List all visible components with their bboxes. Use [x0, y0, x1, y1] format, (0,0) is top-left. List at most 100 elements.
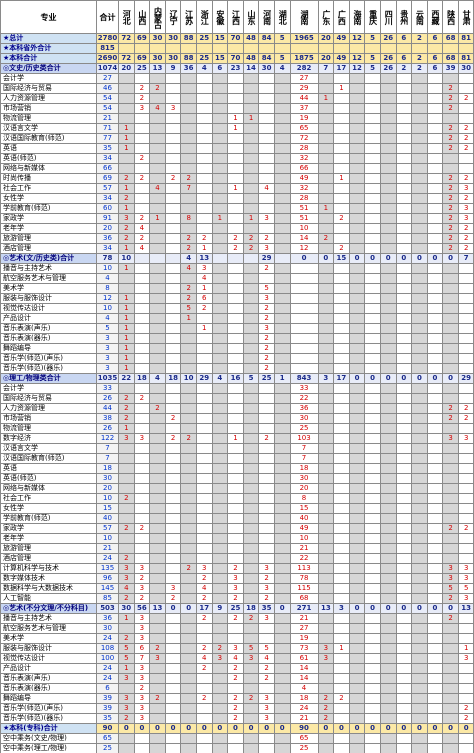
province-cell: 6	[211, 63, 229, 74]
province-cell: 3	[242, 653, 260, 664]
province-cell	[195, 193, 213, 204]
table-row: 女性学 34 2 28 2 2	[0, 193, 474, 204]
province-cell: 14	[242, 63, 260, 74]
table-row: 音乐学(师范)(器乐) 35 2 3 2 3 21 2 2	[0, 713, 474, 724]
province-cell	[411, 553, 428, 564]
total-cell: 26	[96, 393, 119, 404]
table-row: ◎艺术(文/历史类)合计 78 10 4 13 29 0 0 15 0 0 0 0 0 0 0 7	[0, 253, 474, 264]
province-cell	[149, 123, 166, 134]
province-cell	[426, 733, 444, 744]
province-cell: 2	[227, 243, 244, 254]
province-cell	[258, 113, 275, 124]
total-cell: 34	[96, 243, 119, 254]
province-cell: 12	[348, 33, 366, 44]
province-cell	[242, 253, 260, 264]
province-cell	[411, 493, 428, 504]
province-cell	[211, 143, 229, 154]
province-cell: 8	[180, 213, 197, 224]
province-cell: 1	[118, 323, 135, 334]
province-cell	[395, 643, 413, 654]
province-cell	[211, 73, 229, 84]
table-row: 酒店管理 24 2 22	[0, 553, 474, 564]
province-cell: 9	[211, 603, 229, 614]
province-cell	[289, 353, 319, 364]
total-cell: 78	[96, 253, 119, 264]
province-cell	[242, 433, 260, 444]
province-cell: 70	[227, 53, 244, 64]
province-cell	[227, 133, 244, 144]
province-cell: 0	[395, 253, 413, 264]
total-cell: 24	[96, 553, 119, 564]
province-cell	[149, 593, 166, 604]
province-cell	[180, 143, 197, 154]
province-cell	[211, 363, 229, 374]
province-cell	[149, 73, 166, 84]
table-row: ◎艺术(不分文理/不分科目) 503 30 56 13 0 0 17 9 25 18 35 0 271 13…	[0, 603, 474, 614]
province-cell	[242, 183, 260, 194]
province-cell	[180, 443, 197, 454]
province-cell	[227, 353, 244, 364]
province-cell: 2	[118, 593, 135, 604]
province-cell	[333, 383, 350, 394]
province-cell	[426, 703, 444, 714]
major-name: 音乐表演(器乐)	[0, 683, 97, 694]
province-cell	[242, 443, 260, 454]
province-cell	[273, 413, 291, 424]
province-cell	[164, 393, 182, 404]
province-cell	[348, 563, 366, 574]
province-cell	[411, 733, 428, 744]
province-cell	[258, 503, 275, 514]
province-cell: 4	[195, 583, 213, 594]
province-cell	[242, 283, 260, 294]
province-cell	[411, 163, 428, 174]
province-cell	[348, 473, 366, 484]
total-cell: 46	[96, 83, 119, 94]
province-cell	[379, 583, 397, 594]
province-cell	[348, 503, 366, 514]
province-cell	[348, 393, 366, 404]
province-cell: 1	[195, 283, 213, 294]
province-cell	[211, 743, 229, 753]
table-row: 音乐学(师范)(声乐) 39 3 3 2 3 24 2 2	[0, 703, 474, 714]
province-cell	[333, 653, 350, 664]
province-cell	[442, 153, 459, 164]
province-cell	[273, 353, 291, 364]
province-cell	[258, 553, 275, 564]
province-cell: 7	[133, 653, 151, 664]
province-cell	[317, 313, 335, 324]
province-cell	[364, 123, 381, 134]
province-cell	[118, 453, 135, 464]
province-cell	[317, 143, 335, 154]
province-cell	[180, 703, 197, 714]
province-cell	[317, 213, 335, 224]
province-cell	[395, 743, 413, 753]
province-cell: 2	[195, 593, 213, 604]
province-cell: 2	[133, 523, 151, 534]
column-header: 广东	[317, 0, 335, 34]
province-cell	[211, 173, 229, 184]
province-cell	[348, 633, 366, 644]
province-cell	[211, 263, 229, 274]
province-cell	[333, 403, 350, 414]
province-cell	[364, 703, 381, 714]
province-cell: 25	[289, 423, 319, 434]
province-cell: 1	[118, 243, 135, 254]
province-cell: 2	[164, 433, 182, 444]
table-row: 会计学 27 27	[0, 73, 474, 84]
province-cell: 3	[118, 673, 135, 684]
province-cell	[273, 593, 291, 604]
province-cell	[348, 673, 366, 684]
province-cell	[149, 663, 166, 674]
province-cell	[317, 383, 335, 394]
province-cell: 2	[442, 133, 459, 144]
major-name: 社会工作	[0, 493, 97, 504]
province-cell	[411, 283, 428, 294]
province-cell	[457, 313, 474, 324]
total-cell: 8	[96, 283, 119, 294]
province-cell	[333, 233, 350, 244]
province-cell	[227, 333, 244, 344]
province-cell	[457, 103, 474, 114]
province-cell	[211, 533, 229, 544]
table-row: 酒店管理 34 1 4 2 1 2 2 3 12 2 2 2	[0, 243, 474, 254]
